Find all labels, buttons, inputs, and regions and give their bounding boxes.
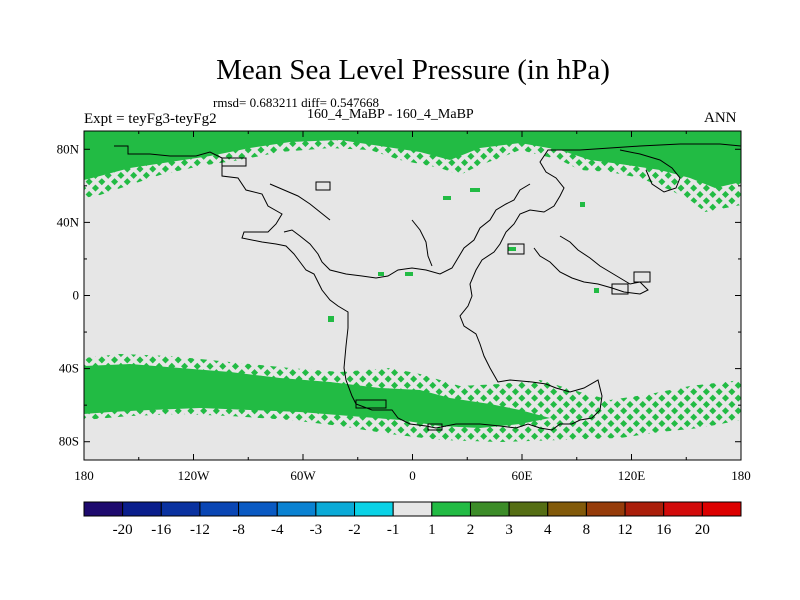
patch — [378, 272, 384, 276]
colorbar-box — [122, 501, 162, 517]
patch — [594, 288, 599, 293]
positive-anomaly-regions — [84, 131, 741, 442]
patch — [508, 247, 516, 251]
lon-tick-label: 120W — [178, 468, 211, 483]
colorbar: -20 -16 -12 -8 -4 -3 -2 -1 1 2 3 4 8 12 16 20 — [83, 501, 742, 538]
colorbar-box — [663, 501, 703, 517]
colorbar-label: 16 — [656, 522, 672, 538]
colorbar-box — [238, 501, 278, 517]
patch — [443, 196, 451, 200]
patch — [405, 272, 413, 276]
colorbar-label: -3 — [310, 522, 323, 538]
lat-tick-label: 80S — [59, 434, 79, 449]
colorbar-box — [354, 501, 394, 517]
colorbar-box — [547, 501, 587, 517]
colorbar-label: -2 — [348, 522, 361, 538]
patch — [580, 202, 585, 207]
colorbar-label: -16 — [151, 522, 171, 538]
patch — [470, 188, 480, 192]
colorbar-label: 20 — [695, 522, 710, 538]
colorbar-box — [276, 501, 317, 517]
coastline-island — [611, 283, 629, 295]
colorbar-label: 4 — [544, 522, 552, 538]
colorbar-box — [469, 501, 510, 517]
experiment-label: Expt = teyFg3-teyFg2 — [84, 111, 217, 127]
longitude-axis: 180 120W 60W 0 60E 120E 180 — [74, 131, 751, 483]
coastline-inland-sea-a — [283, 183, 531, 279]
colorbar-label: -20 — [113, 522, 133, 538]
colorbar-label: 12 — [618, 522, 633, 538]
colorbar-box — [585, 501, 626, 517]
lat-tick-label: 40N — [57, 214, 80, 229]
coastline-island — [355, 399, 387, 409]
patch — [328, 316, 334, 322]
south-solid-region — [84, 364, 550, 428]
colorbar-label: 2 — [467, 522, 475, 538]
colorbar-box — [199, 501, 240, 517]
coastline-southeast — [533, 235, 649, 295]
stats-line: rmsd= 0.683211 diff= 0.547668 — [213, 95, 379, 110]
colorbar-box — [83, 501, 124, 517]
lat-tick-label: 80N — [57, 141, 80, 156]
lon-tick-label: 60W — [290, 468, 316, 483]
colorbar-label: -8 — [232, 522, 245, 538]
coastline-northern-landmass — [221, 143, 741, 431]
lat-tick-label: 40S — [59, 361, 79, 376]
colorbar-box — [508, 501, 549, 517]
plot-subtitle: 160_4_MaBP - 160_4_MaBP — [307, 107, 474, 122]
coastline-inland-b — [269, 183, 331, 221]
lon-tick-label: 180 — [74, 468, 94, 483]
lat-tick-label: 0 — [73, 288, 80, 303]
coastline-island — [633, 271, 651, 283]
lon-tick-label: 180 — [731, 468, 751, 483]
colorbar-label: -4 — [271, 522, 284, 538]
coastline-island — [507, 243, 525, 255]
colorbar-label: 8 — [583, 522, 591, 538]
coastline-island — [427, 423, 443, 431]
lon-tick-label: 120E — [618, 468, 646, 483]
colorbar-box — [315, 501, 356, 517]
colorbar-box — [701, 501, 742, 517]
colorbar-box — [160, 501, 201, 517]
north-solid-region — [84, 131, 741, 188]
coastline-north-rim — [114, 145, 223, 159]
plot-title: Mean Sea Level Pressure (in hPa) — [216, 54, 610, 86]
colorbar-box — [431, 501, 471, 517]
lon-tick-label: 0 — [409, 468, 416, 483]
latitude-axis: 80N 40N 0 40S 80S — [57, 141, 741, 449]
season-label: ANN — [704, 110, 737, 126]
colorbar-box — [392, 501, 433, 517]
colorbar-label: -12 — [190, 522, 210, 538]
lon-tick-label: 60E — [512, 468, 533, 483]
coastlines — [114, 143, 741, 431]
coastline-island — [315, 181, 331, 191]
coastline-island — [221, 157, 247, 167]
coastline-peninsula — [411, 219, 433, 267]
colorbar-label: 3 — [505, 522, 513, 538]
colorbar-label: -1 — [387, 522, 400, 538]
coastline-north-east — [619, 149, 681, 193]
colorbar-box — [624, 501, 665, 517]
colorbar-label: 1 — [428, 522, 436, 538]
